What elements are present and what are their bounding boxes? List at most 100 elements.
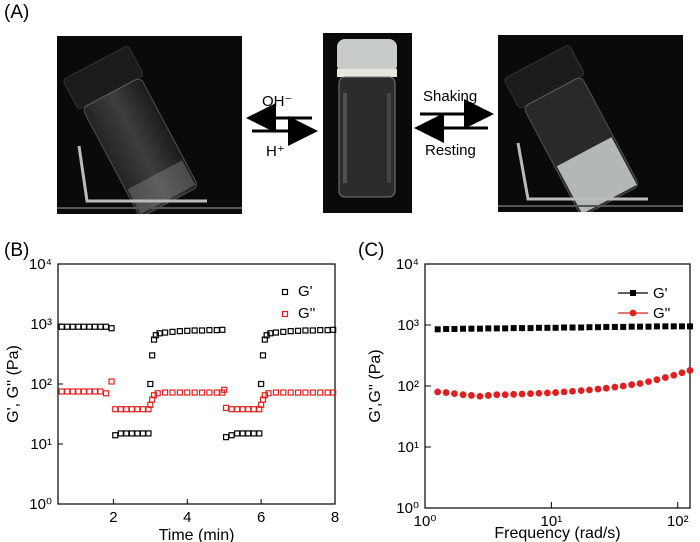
data-point-b bbox=[64, 388, 71, 395]
y-axis-label-b: G', G'' (Pa) bbox=[5, 345, 22, 423]
data-point-b bbox=[86, 323, 93, 330]
data-point-b bbox=[123, 406, 130, 413]
series-c-0 bbox=[434, 323, 693, 333]
data-point-b bbox=[317, 327, 324, 334]
data-point-b bbox=[102, 390, 110, 397]
data-point-c bbox=[645, 378, 652, 386]
data-point-b bbox=[64, 323, 71, 330]
data-point-c bbox=[510, 325, 517, 332]
data-point-c bbox=[670, 323, 677, 330]
data-point-b bbox=[149, 396, 156, 403]
data-point-b bbox=[176, 328, 183, 335]
data-point-c bbox=[552, 389, 560, 396]
data-point-c bbox=[434, 326, 441, 333]
data-point-b bbox=[259, 396, 267, 403]
series-b-1 bbox=[58, 378, 337, 413]
data-point-c bbox=[468, 325, 475, 332]
data-point-c bbox=[502, 325, 509, 332]
data-point-c bbox=[476, 325, 483, 332]
data-point-b bbox=[191, 389, 198, 396]
data-point-b bbox=[309, 389, 316, 396]
data-point-c bbox=[543, 389, 551, 397]
data-point-b bbox=[222, 404, 230, 411]
data-point-b bbox=[58, 388, 65, 395]
data-point-c bbox=[586, 324, 593, 331]
data-point-c bbox=[678, 323, 685, 330]
data-point-c bbox=[620, 323, 627, 330]
data-point-b bbox=[145, 430, 152, 437]
data-point-b bbox=[258, 380, 265, 388]
reaction-arrows bbox=[246, 99, 494, 146]
data-point-b bbox=[128, 406, 135, 413]
data-point-b bbox=[206, 327, 213, 334]
data-point-b bbox=[250, 430, 257, 437]
data-point-c bbox=[636, 380, 644, 387]
x-tick-label-c: 10² bbox=[667, 513, 689, 530]
data-point-b bbox=[147, 380, 154, 388]
arrow-label-shaking: Shaking bbox=[423, 88, 478, 105]
y-tick-label-c: 10² bbox=[397, 378, 419, 395]
data-point-b bbox=[139, 406, 147, 413]
chart-c: 10⁰ 10¹ 10² 10⁰ 10¹ 10² 10³ 10⁴ Frequency (rad/s… bbox=[367, 256, 694, 542]
panel-label-c: (C) bbox=[358, 240, 385, 261]
data-point-c bbox=[527, 390, 534, 398]
photo-vial-gel-upright bbox=[323, 33, 412, 213]
data-point-c bbox=[493, 325, 500, 332]
data-point-b bbox=[75, 323, 82, 330]
data-point-b bbox=[294, 327, 302, 334]
data-point-b bbox=[265, 390, 272, 397]
data-point-b bbox=[184, 327, 191, 334]
data-point-c bbox=[661, 374, 669, 381]
data-point-c bbox=[637, 323, 644, 330]
legend-label-c: G' bbox=[653, 285, 668, 302]
data-point-b bbox=[162, 329, 169, 336]
panel-label-a: (A) bbox=[4, 2, 30, 23]
x-tick-label-b: 2 bbox=[109, 509, 117, 526]
data-point-c bbox=[603, 323, 610, 330]
data-point-b bbox=[234, 406, 241, 413]
data-point-b bbox=[117, 406, 124, 413]
y-tick-label-b: 10⁴ bbox=[29, 256, 52, 273]
legend-label-b: G'' bbox=[298, 305, 316, 322]
data-point-b bbox=[228, 406, 235, 413]
data-point-b bbox=[117, 430, 124, 437]
data-point-b bbox=[97, 388, 104, 395]
series-b-0 bbox=[58, 323, 337, 441]
data-point-c bbox=[569, 324, 576, 331]
data-point-b bbox=[261, 336, 268, 343]
data-point-b bbox=[324, 389, 331, 396]
data-point-b bbox=[91, 388, 99, 395]
data-point-c bbox=[611, 383, 619, 391]
data-point-c bbox=[628, 323, 635, 330]
data-point-c bbox=[460, 325, 467, 332]
data-point-b bbox=[112, 406, 119, 413]
data-point-c bbox=[552, 324, 559, 331]
photo-vial-gel-tilted bbox=[498, 35, 683, 212]
data-point-c bbox=[595, 324, 602, 331]
data-point-c bbox=[611, 323, 618, 330]
data-point-c bbox=[443, 325, 450, 332]
data-point-b bbox=[162, 389, 169, 396]
data-point-b bbox=[184, 389, 191, 396]
data-point-c bbox=[653, 323, 660, 330]
data-point-b bbox=[330, 389, 337, 396]
data-point-b bbox=[239, 430, 246, 437]
data-point-b bbox=[250, 406, 257, 413]
data-point-b bbox=[256, 430, 263, 437]
data-point-b bbox=[169, 328, 176, 335]
data-point-b bbox=[108, 378, 115, 385]
data-point-b bbox=[112, 432, 119, 439]
data-point-b bbox=[97, 323, 104, 330]
data-point-c bbox=[476, 392, 484, 400]
data-point-b bbox=[58, 323, 65, 330]
plot-frame-c bbox=[424, 263, 691, 509]
data-point-c bbox=[527, 325, 534, 332]
data-point-b bbox=[150, 336, 158, 343]
data-point-c bbox=[434, 388, 442, 396]
data-point-b bbox=[134, 430, 141, 437]
data-point-c bbox=[544, 324, 551, 331]
data-point-c bbox=[686, 367, 694, 374]
data-point-b bbox=[198, 327, 206, 334]
data-point-b bbox=[280, 389, 287, 396]
data-point-c bbox=[519, 325, 526, 332]
